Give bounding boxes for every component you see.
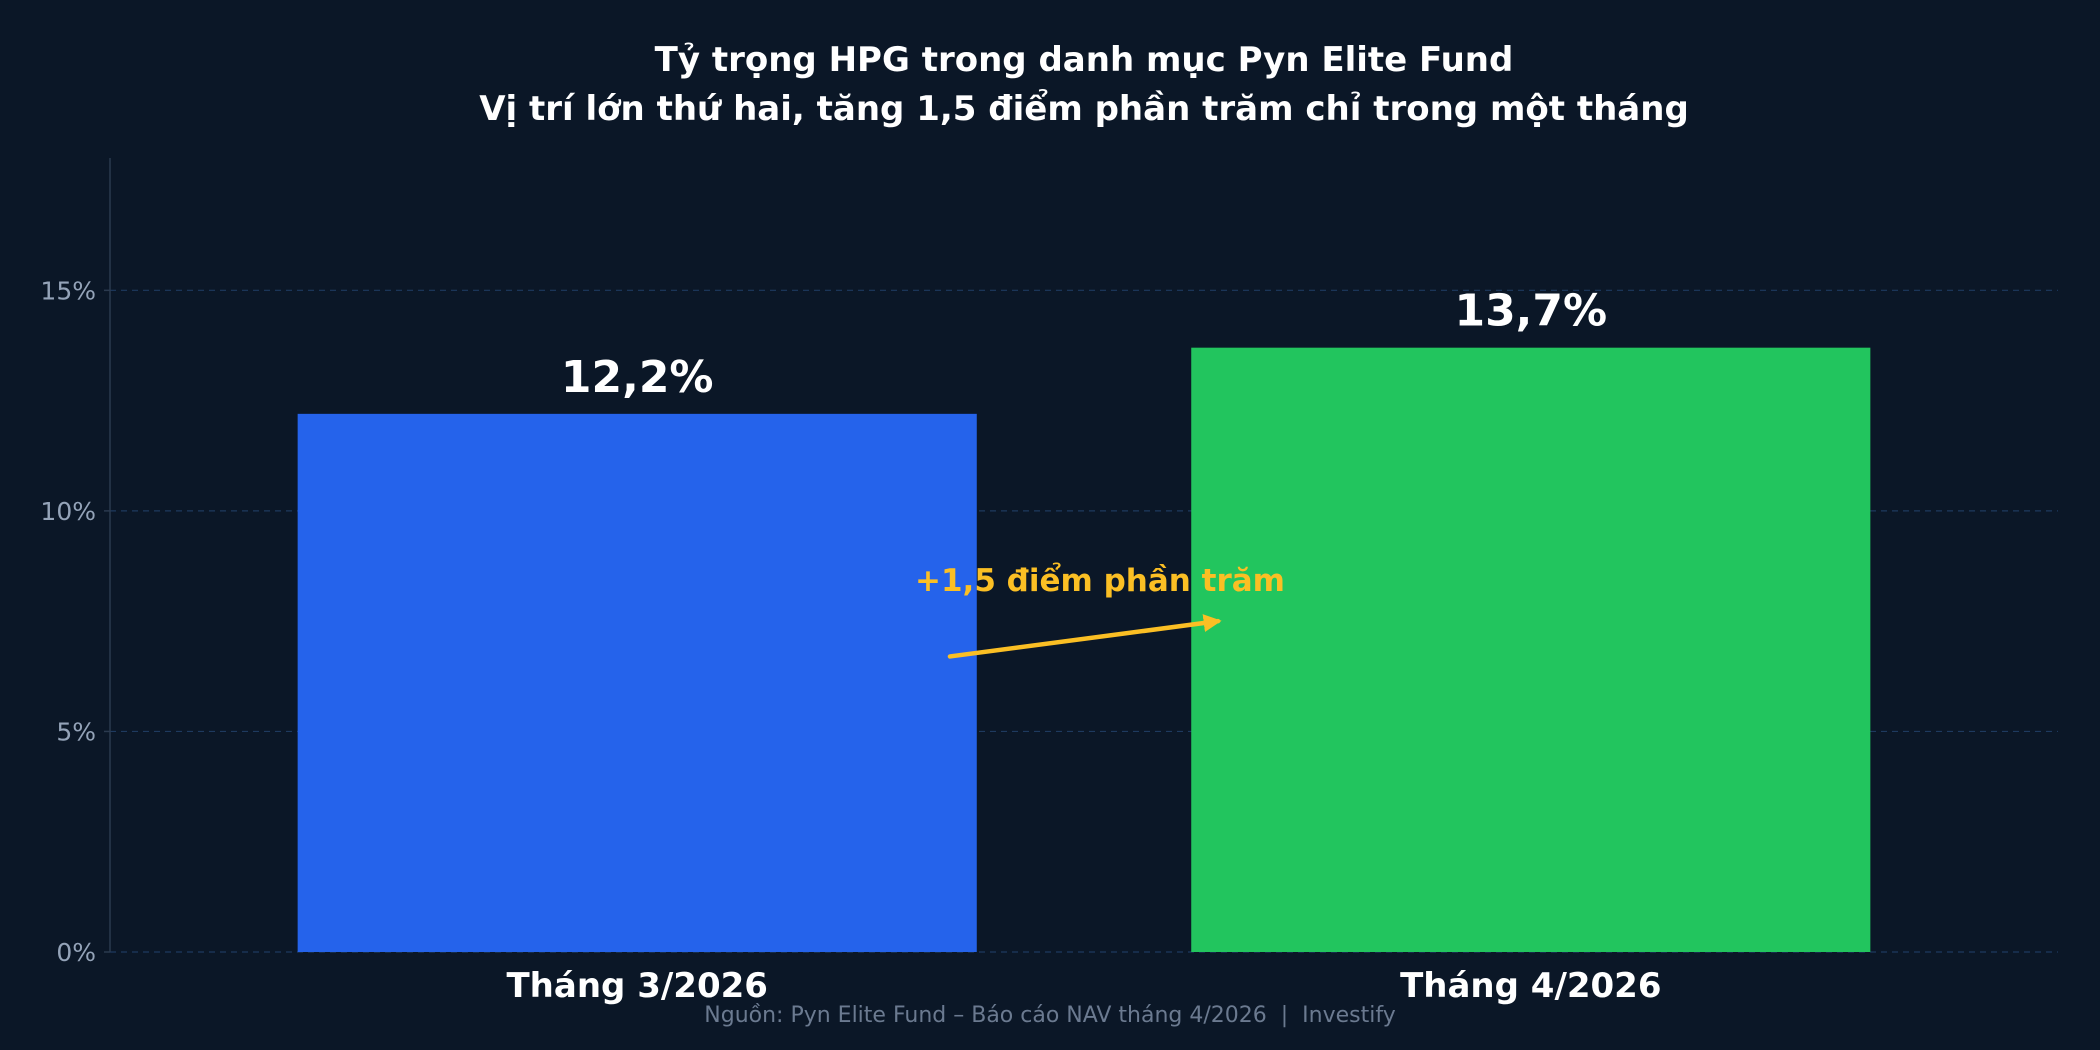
source-note: Nguồn: Pyn Elite Fund – Báo cáo NAV thán… [704,1003,1395,1028]
bar-value-label: 12,2% [561,352,714,403]
y-tick-label: 15% [40,276,96,305]
annotation-text: +1,5 điểm phần trăm [915,563,1285,599]
y-axis-ticks: 0% 5% 10% 15% [40,276,110,967]
y-tick-label: 5% [56,717,96,746]
y-tick-label: 0% [56,938,96,967]
chart-title: Tỷ trọng HPG trong danh mục Pyn Elite Fu… [655,40,1514,80]
bar-value-label: 13,7% [1454,286,1607,337]
y-tick-label: 10% [40,497,96,526]
x-tick-label: Tháng 3/2026 [506,966,767,1006]
x-axis-ticks: Tháng 3/2026 Tháng 4/2026 [506,966,1661,1006]
bar [297,413,977,952]
data-labels: 12,2% 13,7% [561,286,1607,403]
x-tick-label: Tháng 4/2026 [1400,966,1661,1006]
bars [297,347,1871,953]
chart-subtitle: Vị trí lớn thứ hai, tăng 1,5 điểm phần t… [479,88,1689,129]
annotation-arrow [947,614,1222,659]
bar [1191,347,1871,953]
